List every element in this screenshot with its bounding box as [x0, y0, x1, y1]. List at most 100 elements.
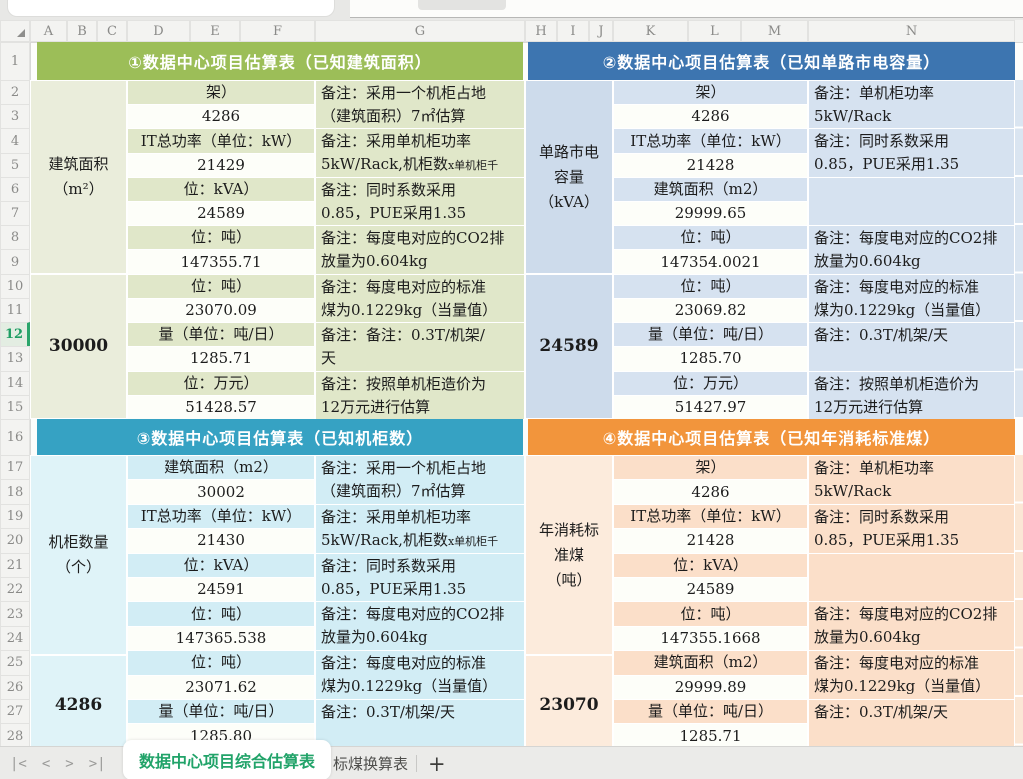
table-3-label-cell[interactable]: 量（单位：吨/日） [127, 699, 315, 725]
table-2-remark-cell[interactable]: 备注：单机柜功率 5kW/Rack [808, 80, 1015, 130]
row-header-27[interactable]: 27 [0, 699, 30, 725]
table-2-label-cell[interactable]: 建筑面积（m2） [613, 176, 808, 203]
nav-prev-icon[interactable]: < [41, 755, 51, 772]
table-3-value-cell[interactable]: 21430 [127, 528, 315, 554]
row-header-19[interactable]: 19 [0, 503, 30, 530]
column-header-M[interactable]: M [741, 20, 808, 42]
row-header-1[interactable]: 1 [0, 42, 30, 81]
table-2-label-cell[interactable]: 位：吨） [613, 273, 808, 299]
table-1-label-cell[interactable]: 位：吨） [127, 225, 315, 251]
row-header-11[interactable]: 11 [0, 297, 30, 324]
table-3-title[interactable]: ③数据中心项目估算表（已知机柜数） [37, 419, 523, 455]
table-2-side-label[interactable]: 单路市电 容量 （kVA） [525, 80, 613, 274]
table-1-remark-cell[interactable]: 备注：每度电对应的CO2排 放量为0.604kg [315, 225, 525, 275]
row-header-21[interactable]: 21 [0, 552, 30, 578]
table-1-value-cell[interactable]: 1285.71 [127, 346, 315, 372]
nav-first-icon[interactable]: |< [10, 755, 27, 772]
row-header-2[interactable]: 2 [0, 80, 30, 106]
table-4-label-cell[interactable]: 位：kVA） [613, 552, 808, 578]
row-header-18[interactable]: 18 [0, 479, 30, 505]
row-header-4[interactable]: 4 [0, 128, 30, 154]
row-header-22[interactable]: 22 [0, 577, 30, 603]
tab-sheet-2[interactable]: 标煤换算表 [325, 747, 416, 779]
column-header-G[interactable]: G [315, 20, 525, 42]
row-header-14[interactable]: 14 [0, 370, 30, 396]
table-1-value-cell[interactable]: 21429 [127, 152, 315, 178]
table-3-value-cell[interactable]: 147365.538 [127, 625, 315, 652]
table-4-remark-cell[interactable]: 备注：0.3T/机架/天 [808, 699, 1015, 749]
table-1-label-cell[interactable]: 架） [127, 80, 315, 106]
row-header-5[interactable]: 5 [0, 152, 30, 178]
table-3-remark-cell[interactable]: 备注：每度电对应的CO2排 放量为0.604kg [315, 601, 525, 652]
table-1-value-cell[interactable]: 24589 [127, 201, 315, 227]
column-header-E[interactable]: E [190, 20, 240, 42]
nav-next-icon[interactable]: > [65, 755, 74, 772]
table-3-remark-cell[interactable]: 备注：同时系数采用 0.85，PUE采用1.35 [315, 552, 525, 603]
table-2-label-cell[interactable]: 架） [613, 80, 808, 106]
table-4-label-cell[interactable]: 量（单位：吨/日） [613, 699, 808, 725]
column-header-J[interactable]: J [589, 20, 613, 42]
table-4-value-cell[interactable]: 24589 [613, 577, 808, 603]
table-3-label-cell[interactable]: IT总功率（单位：kW） [127, 503, 315, 530]
table-3-remark-cell[interactable]: 备注：每度电对应的标准 煤为0.1229kg（当量值） [315, 650, 525, 700]
table-2-side-value[interactable]: 24589 [525, 274, 613, 419]
row-header-16[interactable]: 16 [0, 419, 30, 456]
table-1-remark-cell[interactable]: 备注：每度电对应的标准 煤为0.1229kg（当量值） [315, 273, 525, 324]
table-4-value-cell[interactable]: 21428 [613, 528, 808, 554]
row-header-7[interactable]: 7 [0, 201, 30, 227]
table-4-label-cell[interactable]: IT总功率（单位：kW） [613, 503, 808, 530]
table-4-remark-cell[interactable]: 备注：每度电对应的CO2排 放量为0.604kg [808, 601, 1015, 652]
table-4-value-cell[interactable]: 1285.71 [613, 723, 808, 749]
table-2-remark-cell[interactable]: 备注：按照单机柜造价为 12万元进行估算 [808, 370, 1015, 420]
row-header-26[interactable]: 26 [0, 674, 30, 700]
add-sheet-button[interactable]: + [428, 751, 446, 776]
row-header-10[interactable]: 10 [0, 273, 30, 299]
row-header-17[interactable]: 17 [0, 455, 30, 481]
row-header-23[interactable]: 23 [0, 601, 30, 627]
table-2-value-cell[interactable]: 4286 [613, 104, 808, 130]
table-2-label-cell[interactable]: 位：万元） [613, 370, 808, 396]
table-1-label-cell[interactable]: IT总功率（单位：kW） [127, 128, 315, 154]
table-1-remark-cell[interactable]: 备注：按照单机柜造价为 12万元进行估算 [315, 370, 525, 420]
table-4-side-label[interactable]: 年消耗标 准煤 （吨） [525, 455, 613, 655]
select-all-corner[interactable] [0, 20, 30, 42]
row-header-24[interactable]: 24 [0, 625, 30, 652]
row-header-20[interactable]: 20 [0, 528, 30, 554]
table-4-remark-cell[interactable]: 备注：同时系数采用 0.85，PUE采用1.35 [808, 503, 1015, 554]
table-2-value-cell[interactable]: 21428 [613, 152, 808, 178]
table-3-value-cell[interactable]: 24591 [127, 577, 315, 603]
table-2-label-cell[interactable]: IT总功率（单位：kW） [613, 128, 808, 154]
table-4-value-cell[interactable]: 4286 [613, 479, 808, 505]
table-3-side-value[interactable]: 4286 [30, 655, 127, 755]
tab-sheet-active[interactable]: 数据中心项目综合估算表 [123, 740, 331, 779]
table-3-value-cell[interactable]: 23071.62 [127, 674, 315, 700]
table-1-label-cell[interactable]: 位：kVA） [127, 176, 315, 203]
table-1-side-label[interactable]: 建筑面积 （m²） [30, 80, 127, 274]
table-4-side-value[interactable]: 23070 [525, 655, 613, 755]
table-2-value-cell[interactable]: 23069.82 [613, 297, 808, 324]
table-2-remark-cell[interactable] [808, 176, 1015, 227]
table-1-label-cell[interactable]: 量（单位：吨/日） [127, 322, 315, 348]
table-1-label-cell[interactable]: 位：万元） [127, 370, 315, 396]
table-3-value-cell[interactable]: 30002 [127, 479, 315, 505]
table-2-remark-cell[interactable]: 备注：同时系数采用 0.85，PUE采用1.35 [808, 128, 1015, 178]
table-1-remark-cell[interactable]: 备注：采用单机柜功率 5kW/Rack,机柜数x单机柜千 [315, 128, 525, 178]
table-3-remark-cell[interactable]: 备注：0.3T/机架/天 [315, 699, 525, 749]
table-1-value-cell[interactable]: 147355.71 [127, 249, 315, 275]
table-1-side-value[interactable]: 30000 [30, 274, 127, 419]
table-4-label-cell[interactable]: 建筑面积（m2） [613, 650, 808, 676]
column-header-F[interactable]: F [240, 20, 315, 42]
column-header-A[interactable]: A [30, 20, 67, 42]
nav-last-icon[interactable]: >| [88, 755, 106, 772]
column-header-C[interactable]: C [97, 20, 127, 42]
table-4-label-cell[interactable]: 架） [613, 455, 808, 481]
table-1-remark-cell[interactable]: 备注：备注：0.3T/机架/ 天 [315, 322, 525, 372]
table-2-value-cell[interactable]: 29999.65 [613, 201, 808, 227]
row-header-8[interactable]: 8 [0, 225, 30, 251]
column-header-B[interactable]: B [67, 20, 97, 42]
column-header-K[interactable]: K [613, 20, 688, 42]
table-2-title[interactable]: ②数据中心项目估算表（已知单路市电容量） [528, 42, 1015, 80]
table-4-remark-cell[interactable] [808, 552, 1015, 603]
table-3-remark-cell[interactable]: 备注：采用一个机柜占地 （建筑面积）7㎡估算 [315, 455, 525, 505]
table-3-label-cell[interactable]: 位：吨） [127, 650, 315, 676]
